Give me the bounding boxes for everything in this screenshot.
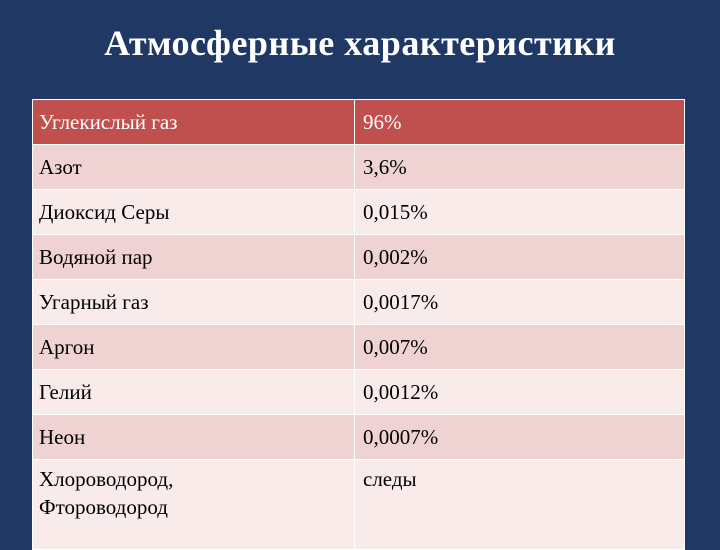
table-row: Диоксид Серы 0,015% bbox=[32, 189, 685, 235]
gas-name-line: Фтороводород bbox=[39, 495, 168, 519]
table-header-row: Углекислый газ 96% bbox=[32, 99, 685, 145]
gas-name-cell: Угарный газ bbox=[32, 279, 355, 325]
gas-name-cell: Углекислый газ bbox=[32, 99, 355, 145]
table-row: Аргон 0,007% bbox=[32, 324, 685, 370]
gas-name-cell: Гелий bbox=[32, 369, 355, 415]
gas-name-cell: Диоксид Серы bbox=[32, 189, 355, 235]
gas-name-cell: Неон bbox=[32, 414, 355, 460]
gas-value-cell: 0,002% bbox=[354, 234, 685, 280]
gas-value-cell: 96% bbox=[354, 99, 685, 145]
gas-name-cell: Водяной пар bbox=[32, 234, 355, 280]
table-row: Водяной пар 0,002% bbox=[32, 234, 685, 280]
table-row: Угарный газ 0,0017% bbox=[32, 279, 685, 325]
gas-value-cell: 3,6% bbox=[354, 144, 685, 190]
gas-value-cell: 0,007% bbox=[354, 324, 685, 370]
table-row: Азот 3,6% bbox=[32, 144, 685, 190]
gas-value-cell: 0,0017% bbox=[354, 279, 685, 325]
table-row: Неон 0,0007% bbox=[32, 414, 685, 460]
gas-value-cell: следы bbox=[354, 459, 685, 550]
gas-name-cell: Хлороводород, Фтороводород bbox=[32, 459, 355, 550]
page-title: Атмосферные характеристики bbox=[104, 23, 616, 63]
gas-value-cell: 0,0007% bbox=[354, 414, 685, 460]
gas-composition-table: Углекислый газ 96% Азот 3,6% Диоксид Сер… bbox=[32, 99, 685, 550]
gas-name-cell: Аргон bbox=[32, 324, 355, 370]
gas-value-cell: 0,015% bbox=[354, 189, 685, 235]
gas-value-cell: 0,0012% bbox=[354, 369, 685, 415]
gas-name-line: Хлороводород, bbox=[39, 467, 174, 491]
gas-name-cell: Азот bbox=[32, 144, 355, 190]
table-row: Гелий 0,0012% bbox=[32, 369, 685, 415]
table-row: Хлороводород, Фтороводород следы bbox=[32, 459, 685, 550]
